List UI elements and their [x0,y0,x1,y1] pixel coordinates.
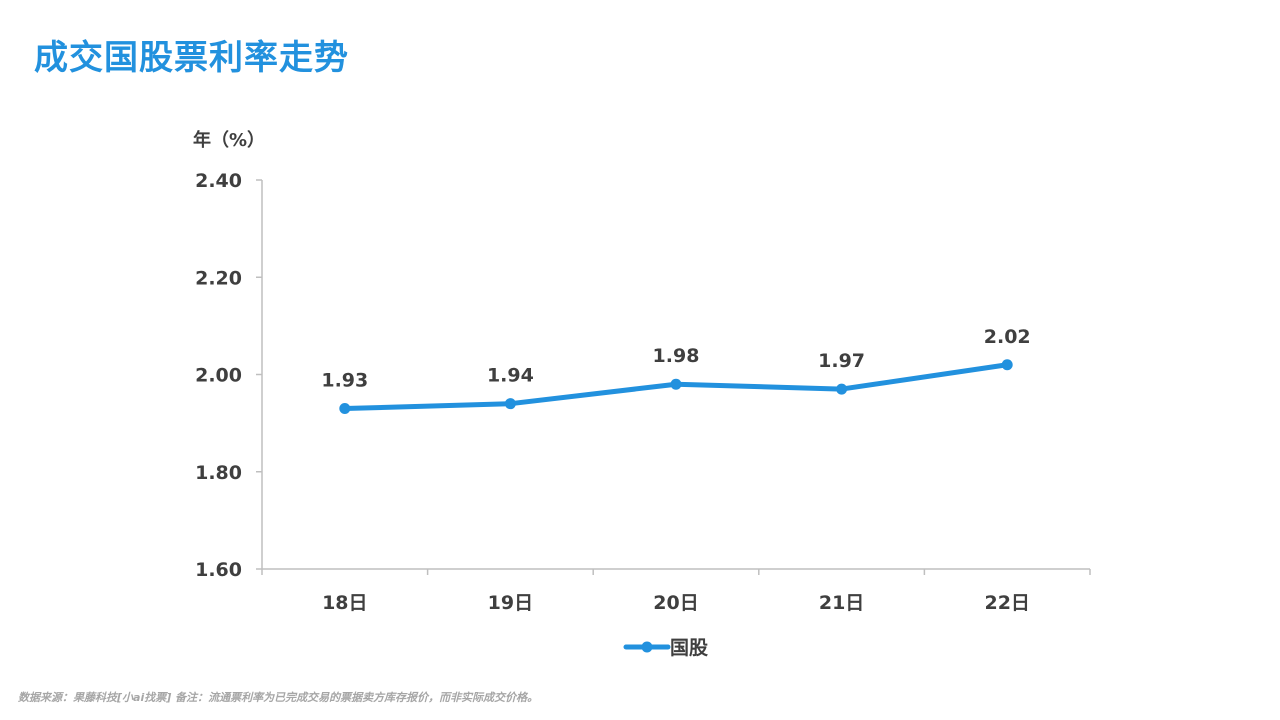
x-tick-label: 19日 [488,592,533,614]
x-tick-label: 21日 [819,592,864,614]
x-tick-label: 22日 [984,592,1029,614]
data-point [836,383,848,395]
data-label: 1.93 [321,370,368,392]
y-tick-label: 2.20 [195,267,242,289]
legend-marker [641,641,653,653]
y-tick-label: 2.40 [195,170,242,192]
y-tick-label: 2.00 [195,365,242,387]
data-label: 1.94 [487,365,534,387]
data-point [670,378,682,390]
data-point [339,403,351,415]
y-tick-label: 1.60 [195,559,242,581]
data-point [1001,359,1013,371]
y-axis-label: 年（%） [193,129,265,151]
page-title: 成交国股票利率走势 [34,38,349,78]
x-tick-label: 20日 [653,592,698,614]
data-label: 2.02 [984,326,1031,348]
legend-label: 国股 [670,637,708,659]
footnote: 数据来源：果藤科技[小ai找票] 备注：流通票利率为已完成交易的票据卖方库存报价… [18,691,539,704]
data-label: 1.98 [653,345,700,367]
x-tick-label: 18日 [322,592,367,614]
data-label: 1.97 [818,350,865,372]
data-point [504,398,516,410]
y-tick-label: 1.80 [195,462,242,484]
